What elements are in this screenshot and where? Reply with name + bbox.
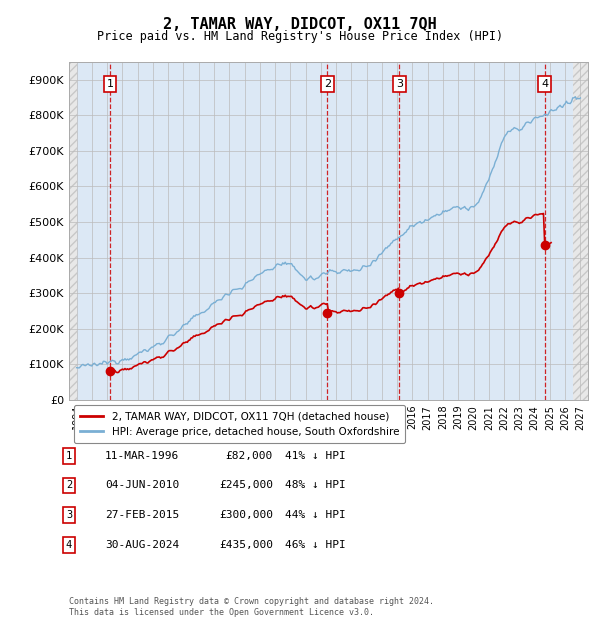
Text: 2, TAMAR WAY, DIDCOT, OX11 7QH: 2, TAMAR WAY, DIDCOT, OX11 7QH (163, 17, 437, 32)
Text: 2: 2 (324, 79, 331, 89)
Text: £245,000: £245,000 (219, 480, 273, 490)
Text: 04-JUN-2010: 04-JUN-2010 (105, 480, 179, 490)
Bar (69, 62, 77, 400)
Text: 41% ↓ HPI: 41% ↓ HPI (285, 451, 346, 461)
Text: £435,000: £435,000 (219, 540, 273, 550)
Text: 3: 3 (396, 79, 403, 89)
Text: Price paid vs. HM Land Registry's House Price Index (HPI): Price paid vs. HM Land Registry's House … (97, 30, 503, 43)
Text: 11-MAR-1996: 11-MAR-1996 (105, 451, 179, 461)
Text: £300,000: £300,000 (219, 510, 273, 520)
Text: 2: 2 (66, 480, 72, 490)
Text: 44% ↓ HPI: 44% ↓ HPI (285, 510, 346, 520)
Bar (573, 62, 588, 400)
Text: 1: 1 (66, 451, 72, 461)
Text: 4: 4 (66, 540, 72, 550)
Text: 30-AUG-2024: 30-AUG-2024 (105, 540, 179, 550)
Text: 48% ↓ HPI: 48% ↓ HPI (285, 480, 346, 490)
Text: 3: 3 (66, 510, 72, 520)
Text: 4: 4 (541, 79, 548, 89)
Text: 27-FEB-2015: 27-FEB-2015 (105, 510, 179, 520)
Text: Contains HM Land Registry data © Crown copyright and database right 2024.
This d: Contains HM Land Registry data © Crown c… (69, 598, 434, 617)
Legend: 2, TAMAR WAY, DIDCOT, OX11 7QH (detached house), HPI: Average price, detached ho: 2, TAMAR WAY, DIDCOT, OX11 7QH (detached… (74, 405, 406, 443)
Text: 46% ↓ HPI: 46% ↓ HPI (285, 540, 346, 550)
Text: 1: 1 (107, 79, 113, 89)
Text: £82,000: £82,000 (226, 451, 273, 461)
